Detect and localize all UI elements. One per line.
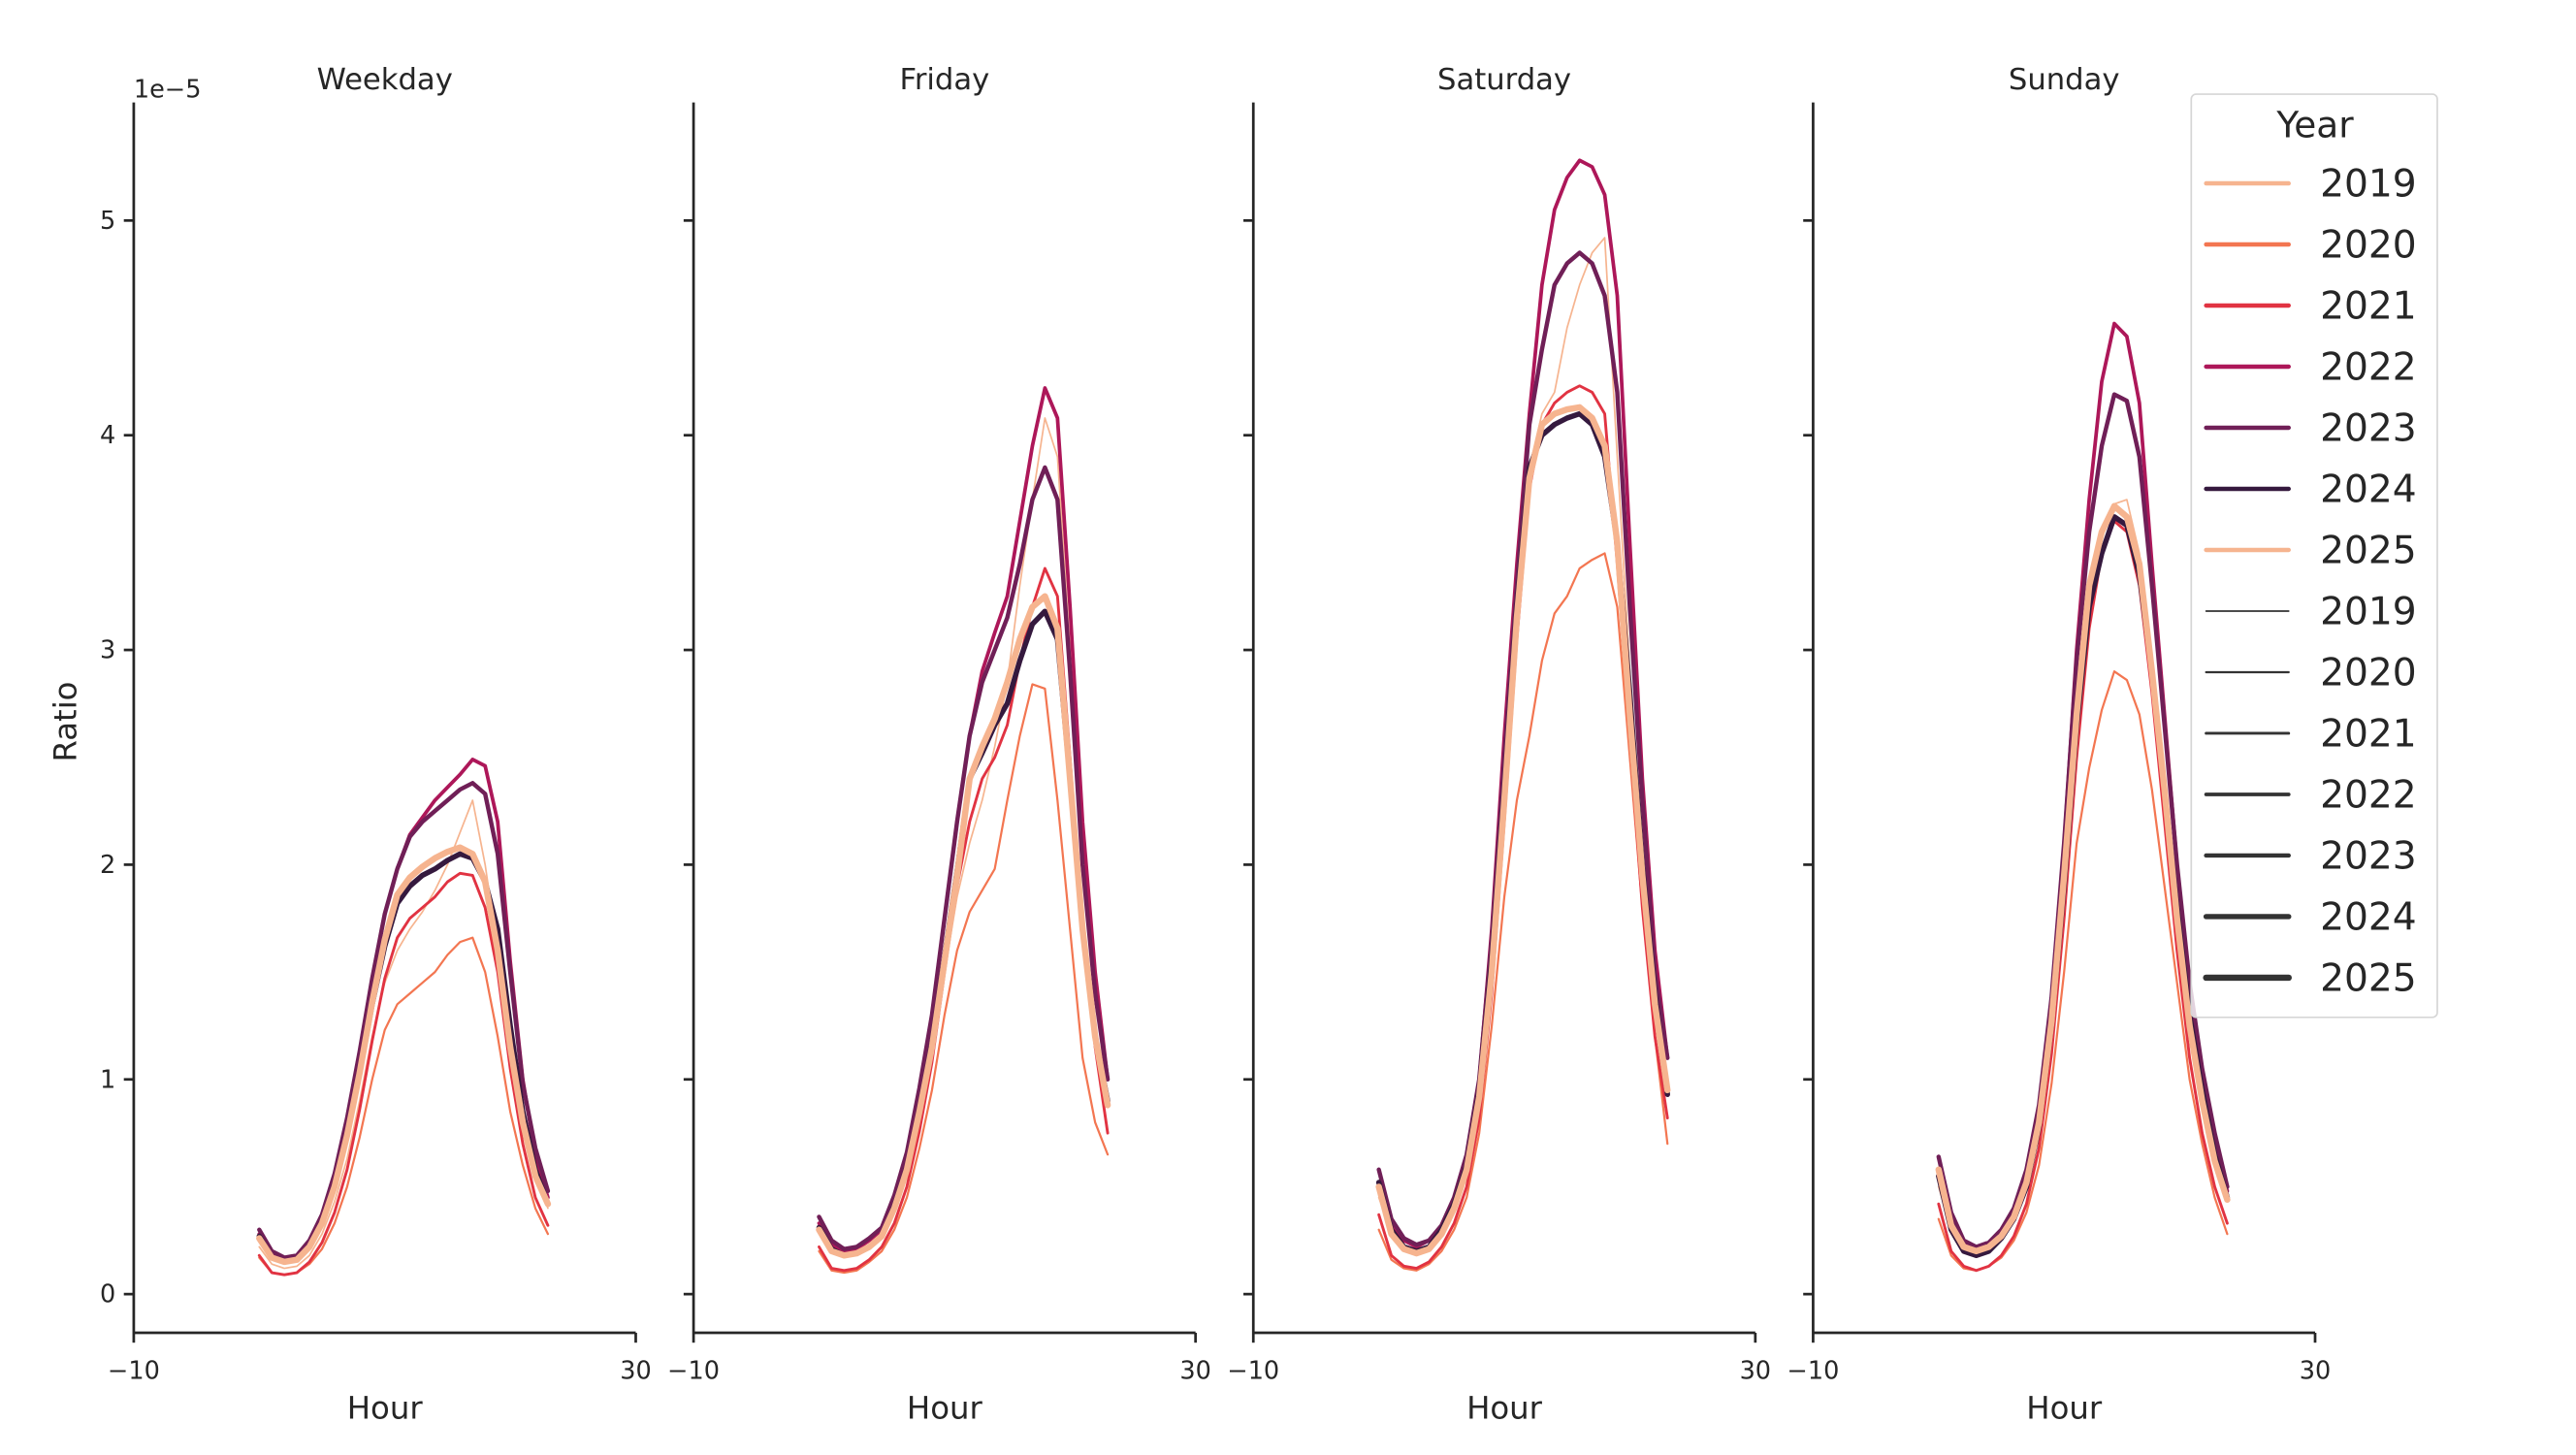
legend-label: 2020 xyxy=(2320,224,2417,268)
x-tick-label: −10 xyxy=(667,1357,720,1386)
legend-title: Year xyxy=(2275,103,2354,146)
x-axis-label: Hour xyxy=(907,1390,983,1427)
legend-label: 2021 xyxy=(2320,285,2417,329)
legend-frame xyxy=(2190,93,2438,1018)
y-tick-label: 2 xyxy=(100,851,115,880)
panel-friday: Friday −10 30 Hour xyxy=(667,63,1211,1427)
legend-label: 2024 xyxy=(2320,896,2417,940)
series-line-2025 xyxy=(256,844,552,1266)
panel-title: Sunday xyxy=(2009,63,2120,97)
panel-title: Saturday xyxy=(1437,63,1571,97)
panel-title: Weekday xyxy=(317,63,453,97)
legend-label: 2019 xyxy=(2320,163,2417,207)
legend-label: 2025 xyxy=(2320,957,2417,1001)
legend-label: 2023 xyxy=(2320,407,2417,451)
legend-label: 2025 xyxy=(2320,530,2417,573)
series-line-2022 xyxy=(1936,321,2230,1253)
series-line-2025 xyxy=(1935,502,2231,1255)
x-tick-label: −10 xyxy=(108,1357,160,1386)
series-line-2021 xyxy=(818,566,1110,1273)
x-tick-label: 30 xyxy=(620,1357,651,1386)
series-line-2020 xyxy=(818,683,1110,1275)
series-line-2025 xyxy=(816,593,1111,1259)
series-line-2025 xyxy=(1375,404,1671,1257)
series-line-2023 xyxy=(817,465,1111,1251)
legend-label: 2019 xyxy=(2320,591,2417,634)
y-tick-label: 4 xyxy=(100,421,115,450)
y-tick-label: 3 xyxy=(100,636,115,665)
series-line-2022 xyxy=(1376,158,1670,1249)
y-offset-text: 1e−5 xyxy=(134,75,202,104)
x-tick-label: 30 xyxy=(2300,1357,2331,1386)
series-line-2023 xyxy=(257,781,551,1260)
x-axis-label: Hour xyxy=(2026,1390,2103,1427)
series-line-2023 xyxy=(1376,250,1670,1247)
series-line-2023 xyxy=(1936,392,2230,1249)
panel-sunday: Sunday −10 30 Hour xyxy=(1787,63,2331,1427)
y-tick-label: 0 xyxy=(100,1280,115,1310)
panel-title: Friday xyxy=(899,63,989,97)
series-line-2019 xyxy=(1377,237,1669,1254)
y-tick-label: 5 xyxy=(100,207,115,236)
x-axis-label: Hour xyxy=(347,1390,424,1427)
series-line-2020 xyxy=(1377,552,1669,1272)
x-tick-label: −10 xyxy=(1227,1357,1279,1386)
x-axis-label: Hour xyxy=(1466,1390,1543,1427)
x-tick-label: 30 xyxy=(1179,1357,1210,1386)
y-tick-label: 1 xyxy=(100,1065,115,1094)
x-tick-label: −10 xyxy=(1787,1357,1839,1386)
legend-label: 2022 xyxy=(2320,774,2417,818)
legend-label: 2024 xyxy=(2320,469,2417,512)
y-axis-label: Ratio xyxy=(47,682,83,762)
panel-saturday: Saturday −10 30 Hour xyxy=(1227,63,1771,1427)
legend-label: 2022 xyxy=(2320,346,2417,390)
panel-weekday: Weekday 0 1 2 3 4 5 −10 30 Hour xyxy=(100,63,652,1427)
legend-label: 2020 xyxy=(2320,652,2417,695)
legend-label: 2023 xyxy=(2320,835,2417,879)
x-tick-label: 30 xyxy=(1740,1357,1771,1386)
series-line-2021 xyxy=(1937,519,2229,1273)
legend-label: 2021 xyxy=(2320,713,2417,757)
legend: Year 2019 2020 2021 2022 2023 2024 2025 2019 202… xyxy=(2190,93,2438,1018)
